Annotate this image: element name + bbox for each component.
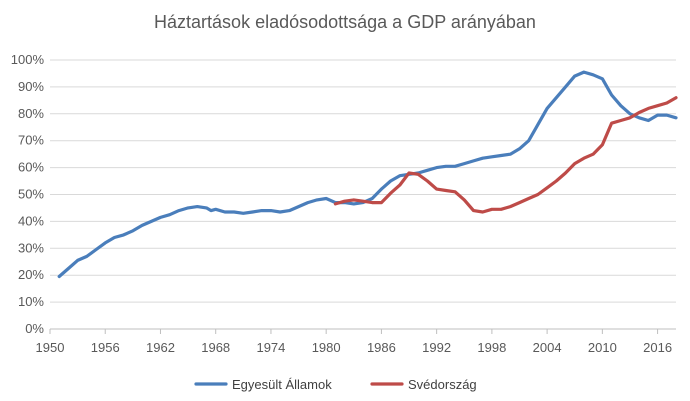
y-axis-tick-labels: 0% 10% 20% 30% 40% 50% 60% 70% 80% 90% 100% — [11, 52, 45, 336]
y-tick-label: 100% — [11, 52, 45, 67]
series-lines — [57, 70, 678, 279]
y-tick-label: 20% — [18, 267, 44, 282]
x-tick-label: 1962 — [146, 340, 175, 355]
x-tick-label: 2016 — [643, 340, 672, 355]
gridlines — [50, 59, 676, 303]
legend-label-1: Egyesült Államok — [232, 377, 332, 392]
y-tick-label: 30% — [18, 240, 44, 255]
legend-label-2: Svédország — [408, 377, 477, 392]
series-line-2 — [333, 96, 678, 214]
x-tick-label: 1956 — [91, 340, 120, 355]
y-tick-label: 60% — [18, 160, 44, 175]
x-tick-label: 1992 — [422, 340, 451, 355]
x-tick-label: 2010 — [588, 340, 617, 355]
y-tick-label: 70% — [18, 133, 44, 148]
series-line-1 — [57, 70, 678, 279]
y-tick-label: 80% — [18, 106, 44, 121]
legend: Egyesült Államok Svédország — [194, 377, 477, 392]
chart-title: Háztartások eladósodottsága a GDP arányá… — [154, 12, 536, 32]
x-axis: 1950 1956 1962 1968 1974 1980 1986 1992 1998 2004… — [36, 328, 676, 355]
y-tick-label: 0% — [25, 321, 44, 336]
x-tick-label: 1980 — [312, 340, 341, 355]
y-tick-label: 50% — [18, 187, 44, 202]
y-tick-label: 40% — [18, 213, 44, 228]
y-tick-label: 90% — [18, 79, 44, 94]
x-tick-label: 1974 — [256, 340, 285, 355]
y-tick-label: 10% — [18, 294, 44, 309]
x-tick-label: 1986 — [367, 340, 396, 355]
x-tick-label: 2004 — [533, 340, 562, 355]
x-tick-label: 1968 — [201, 340, 230, 355]
x-tick-label: 1998 — [477, 340, 506, 355]
x-tick-label: 1950 — [36, 340, 65, 355]
